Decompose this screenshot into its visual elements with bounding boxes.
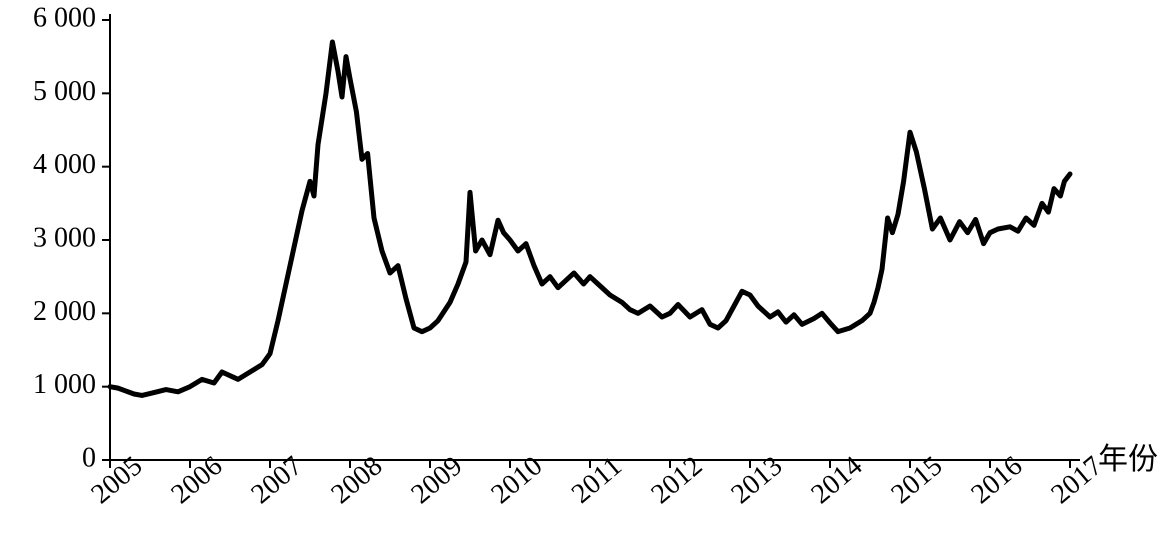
y-tick-label: 5 000 <box>33 76 96 107</box>
y-tick-label: 1 000 <box>33 369 96 400</box>
line-chart: 01 0002 0003 0004 0005 0006 000200520062… <box>0 0 1166 549</box>
chart-svg: 01 0002 0003 0004 0005 0006 000200520062… <box>0 0 1166 549</box>
y-tick-label: 0 <box>82 442 96 473</box>
y-tick-label: 4 000 <box>33 149 96 180</box>
x-axis-label: 年份 <box>1098 443 1158 476</box>
y-tick-label: 2 000 <box>33 296 96 327</box>
y-tick-label: 6 000 <box>33 2 96 33</box>
data-series-line <box>110 42 1070 395</box>
y-tick-label: 3 000 <box>33 222 96 253</box>
